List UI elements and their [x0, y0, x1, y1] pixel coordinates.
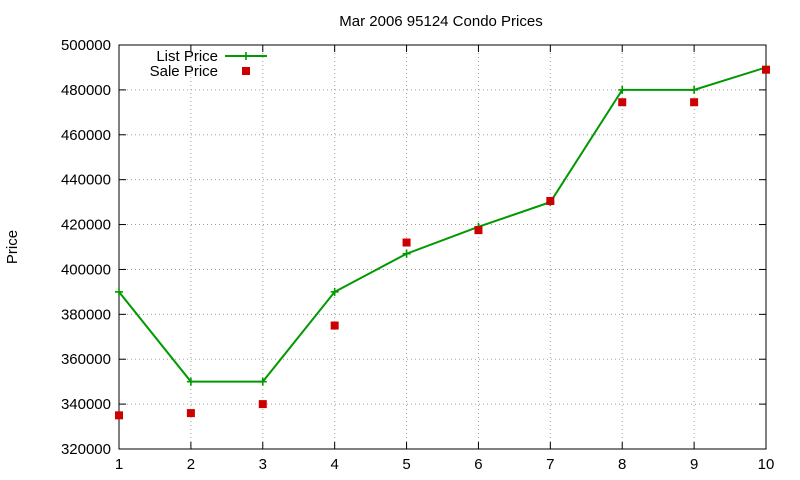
data-point	[330, 321, 339, 330]
data-point	[115, 411, 123, 420]
legend-entry: List Price	[156, 48, 267, 65]
plus-marker	[242, 52, 250, 60]
x-axis-ticks: 1 2 3 4 5 6 7 8 9 10	[115, 45, 775, 473]
plot-border	[118, 44, 767, 450]
legend-label: Sale Price	[150, 63, 218, 80]
y-tick-label: 400000	[61, 261, 111, 278]
plus-marker	[690, 85, 699, 94]
y-tick-label: 480000	[61, 82, 111, 99]
x-tick-label: 1	[115, 456, 123, 473]
grid	[119, 45, 766, 449]
legend-marker	[242, 67, 250, 75]
legend-label: List Price	[156, 48, 218, 65]
series-line	[118, 66, 767, 383]
x-tick-label: 8	[618, 456, 626, 473]
data-point	[186, 409, 195, 418]
plus-marker	[402, 249, 411, 258]
y-axis-ticks: 320000 340000 360000 380000 400000 420000 4400…	[61, 37, 766, 458]
y-axis-label: Price	[4, 230, 21, 264]
x-tick-label: 4	[330, 456, 338, 473]
y-tick-label: 500000	[61, 37, 111, 54]
data-point	[258, 400, 267, 409]
plus-marker	[258, 377, 267, 386]
x-tick-label: 5	[402, 456, 410, 473]
plus-marker	[115, 287, 123, 296]
series-sale-price	[115, 65, 770, 420]
chart-title: Mar 2006 95124 Condo Prices	[339, 13, 542, 30]
x-tick-label: 9	[690, 456, 698, 473]
x-tick-label: 6	[474, 456, 482, 473]
plus-marker	[618, 85, 627, 94]
plus-marker	[330, 287, 339, 296]
y-tick-label: 360000	[61, 351, 111, 368]
y-tick-label: 380000	[61, 306, 111, 323]
y-tick-label: 460000	[61, 127, 111, 144]
data-point	[690, 98, 699, 107]
data-point	[618, 98, 627, 107]
plus-marker	[186, 377, 195, 386]
data-point	[762, 65, 770, 74]
x-tick-label: 2	[187, 456, 195, 473]
y-tick-label: 340000	[61, 396, 111, 413]
x-tick-label: 10	[758, 456, 775, 473]
y-tick-label: 420000	[61, 217, 111, 234]
data-point	[474, 226, 483, 235]
series	[115, 63, 770, 420]
x-tick-label: 3	[259, 456, 267, 473]
data-point	[402, 238, 411, 247]
data-point	[546, 196, 555, 205]
x-tick-label: 7	[546, 456, 554, 473]
legend-entry: Sale Price	[150, 63, 250, 80]
plot-frame	[118, 44, 767, 450]
y-tick-label: 320000	[61, 441, 111, 458]
y-tick-label: 440000	[61, 172, 111, 189]
